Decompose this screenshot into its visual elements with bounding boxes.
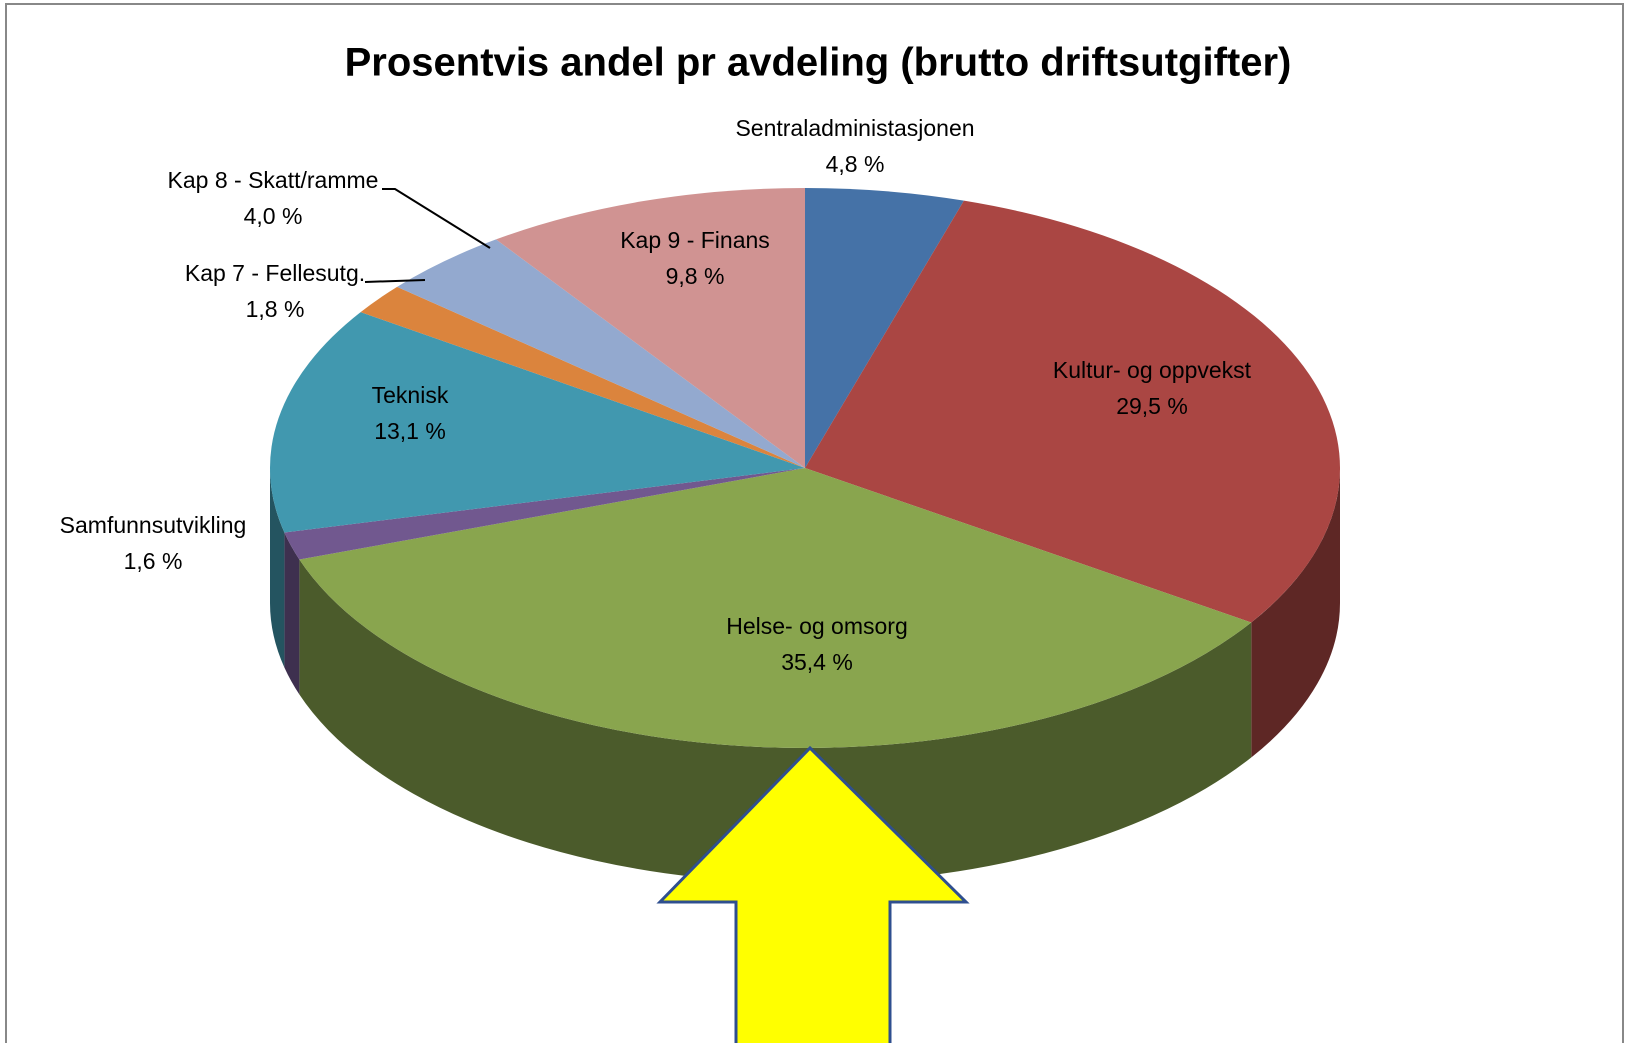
slice: [270, 312, 806, 533]
slice: [360, 286, 805, 468]
slice: [495, 188, 805, 468]
slice-value-label: 9,8 %: [666, 263, 725, 289]
slice-value-label: 13,1 %: [374, 418, 446, 444]
slice-value-label: 1,6 %: [124, 548, 183, 574]
slice-label: Teknisk: [372, 382, 449, 408]
slice-side: [1251, 468, 1340, 758]
slice: [805, 188, 964, 468]
slice-value-label: 35,4 %: [781, 649, 853, 675]
slice-label: Kap 8 - Skatt/ramme: [168, 167, 379, 193]
chart-title: Prosentvis andel pr avdeling (brutto dri…: [345, 41, 1292, 85]
slice: [397, 239, 805, 468]
leader-line: [382, 188, 491, 249]
slice-label: Kultur- og oppvekst: [1053, 357, 1252, 383]
labels: Sentraladministasjonen 4,8 % Kultur- og op…: [60, 115, 1252, 675]
slice-value-label: 29,5 %: [1116, 393, 1188, 419]
slice: [284, 468, 805, 560]
slice-value-label: 4,0 %: [244, 203, 303, 229]
slice: [299, 468, 1252, 748]
slice-side: [270, 468, 285, 668]
slice: [805, 200, 1340, 623]
slice-side: [284, 532, 300, 695]
pie: [270, 188, 1340, 883]
slice-side: [299, 559, 1252, 883]
slice-label: Samfunnsutvikling: [60, 512, 247, 538]
slice-label: Kap 9 - Finans: [620, 227, 770, 253]
slice-label: Helse- og omsorg: [726, 613, 908, 639]
slice-value-label: 1,8 %: [246, 296, 305, 322]
slice-value-label: 4,8 %: [826, 151, 885, 177]
annotation-arrow: [656, 745, 970, 1043]
leader-line: [364, 279, 426, 283]
slice-label: Sentraladministasjonen: [735, 115, 974, 141]
slice-label: Kap 7 - Fellesutg.: [185, 260, 365, 286]
